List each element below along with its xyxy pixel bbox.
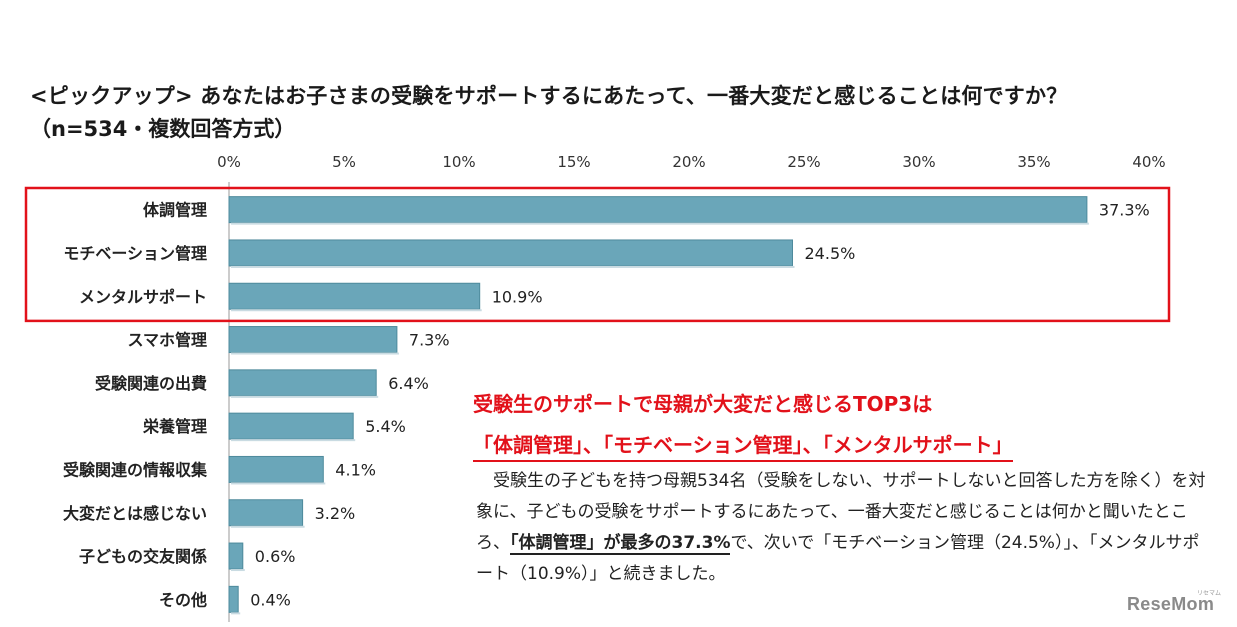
category-label: 体調管理 (143, 201, 207, 220)
category-label: モチベーション管理 (63, 244, 207, 263)
x-tick-label: 25% (787, 153, 820, 171)
value-label: 24.5% (805, 244, 856, 263)
x-tick-label: 40% (1132, 153, 1165, 171)
category-label: スマホ管理 (127, 331, 207, 350)
bar-shadow (231, 309, 482, 312)
x-tick-label: 0% (217, 153, 241, 171)
bar-shadow (231, 222, 1089, 225)
bar (228, 542, 244, 570)
x-tick-label: 30% (902, 153, 935, 171)
bar-shadow (231, 265, 795, 268)
value-label: 6.4% (388, 374, 429, 393)
bar (228, 239, 793, 267)
bar (228, 455, 324, 483)
chart-subtitle: （n=534・複数回答方式） (30, 117, 296, 141)
callout-heading: 受験生のサポートで母親が大変だと感じるTOP3は (473, 392, 933, 416)
value-label: 10.9% (492, 287, 543, 306)
summary-paragraph: 受験生の子どもを持つ母親534名（受験をしない、サポートしないと回答した方を除く… (476, 466, 1211, 590)
bar (228, 196, 1088, 224)
bar-shadow (231, 439, 356, 442)
summary-text-2: で、次いで「モチベーション管理（24.5%）」、「メンタルサポート（10.9%）… (476, 533, 1200, 584)
bar-shadow (231, 395, 379, 398)
bar-shadow (231, 569, 245, 572)
bar-shadow (231, 612, 241, 615)
bar (228, 369, 377, 397)
top3-highlight-box (24, 186, 1171, 323)
value-label: 7.3% (409, 331, 450, 350)
bar-shadow (231, 525, 305, 528)
x-tick-label: 10% (442, 153, 475, 171)
value-label: 0.4% (250, 590, 291, 609)
value-label: 4.1% (335, 460, 376, 479)
callout-subheading: 「体調管理」、「モチベーション管理」、「メンタルサポート」 (473, 429, 1013, 462)
category-label: 栄養管理 (142, 417, 207, 436)
category-label: 受験関連の情報収集 (63, 460, 208, 479)
x-tick-label: 20% (672, 153, 705, 171)
summary-emphasis: 「体調管理」が最多の37.3% (510, 533, 731, 555)
summary-text-1: 受験生の子どもを持つ母親534名（受験をしない、サポートしないと回答した方を除く… (476, 471, 1206, 553)
bar (228, 282, 481, 310)
category-label: 受験関連の出費 (95, 374, 207, 393)
value-label: 0.6% (255, 547, 296, 566)
resemom-logo-sup: リセマム (1197, 590, 1222, 597)
bar (228, 412, 354, 440)
x-tick-label: 5% (332, 153, 356, 171)
bar (228, 585, 239, 613)
category-label: 大変だとは感じない (63, 504, 207, 523)
bar (228, 499, 304, 527)
bar (228, 326, 398, 354)
value-label: 5.4% (365, 417, 406, 436)
x-tick-label: 15% (557, 153, 590, 171)
bar-shadow (231, 482, 326, 485)
resemom-logo: ReseMom (1127, 594, 1215, 614)
value-label: 37.3% (1099, 201, 1150, 220)
category-label: 子どもの交友関係 (79, 547, 207, 566)
category-label: メンタルサポート (79, 287, 207, 306)
value-label: 3.2% (315, 504, 356, 523)
category-label: その他 (159, 590, 207, 609)
x-tick-label: 35% (1017, 153, 1050, 171)
bar-shadow (231, 352, 399, 355)
chart-title: <ピックアップ> あなたはお子さまの受験をサポートするにあたって、一番大変だと感… (30, 84, 1068, 108)
